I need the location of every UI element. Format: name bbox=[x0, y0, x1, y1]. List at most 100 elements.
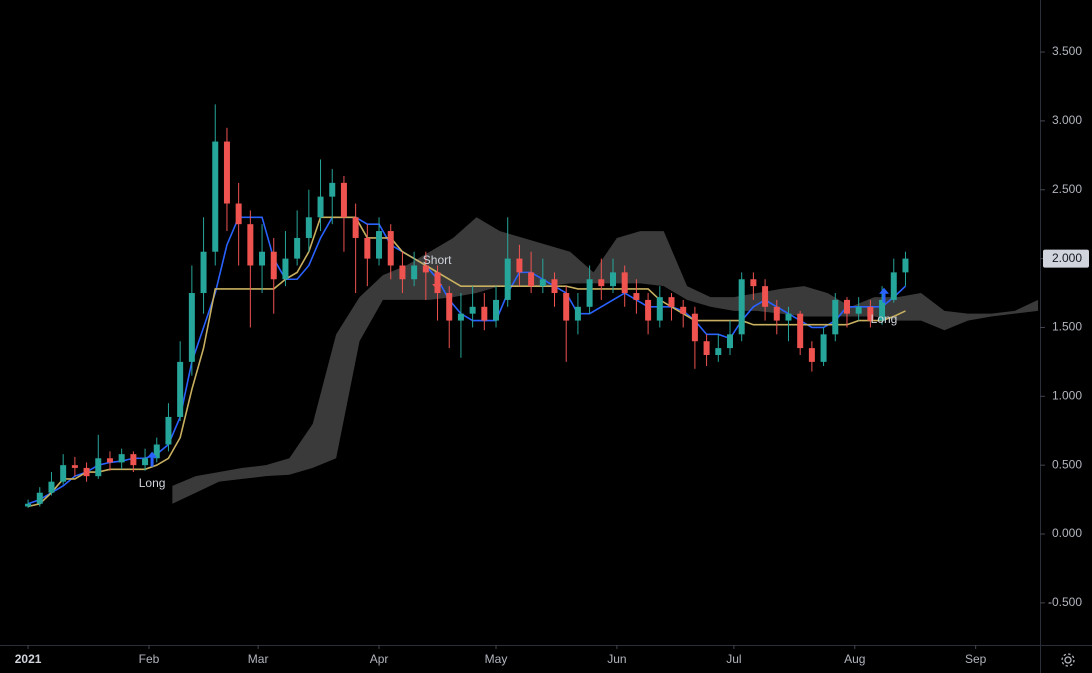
settings-icon-center bbox=[1064, 656, 1072, 664]
candle-body bbox=[235, 203, 242, 225]
candle bbox=[890, 258, 897, 303]
candle-body bbox=[469, 306, 476, 314]
candle-body bbox=[633, 293, 640, 300]
indicator-line bbox=[27, 216, 906, 508]
candle-body bbox=[610, 272, 617, 287]
candle-body bbox=[83, 467, 90, 477]
candle bbox=[188, 265, 195, 376]
candle-body bbox=[762, 286, 769, 307]
candle bbox=[118, 448, 125, 470]
candle-body bbox=[95, 458, 102, 477]
settings-icon[interactable] bbox=[1061, 653, 1075, 667]
candle-body bbox=[294, 237, 301, 259]
candle bbox=[680, 299, 687, 328]
x-tick-label: Jun bbox=[607, 652, 626, 666]
candle-body bbox=[504, 258, 511, 300]
candle-body bbox=[60, 465, 67, 482]
cloud bbox=[172, 217, 1039, 504]
candle-body bbox=[574, 306, 581, 321]
signal-label: Long bbox=[139, 476, 166, 490]
candle bbox=[48, 472, 55, 496]
candle-body bbox=[305, 217, 312, 238]
candle-body bbox=[329, 182, 336, 197]
candle bbox=[574, 293, 581, 335]
candle-body bbox=[773, 306, 780, 321]
candle-body bbox=[691, 313, 698, 342]
candle-body bbox=[36, 492, 43, 504]
candle-body bbox=[890, 272, 897, 300]
x-tick-label: 2021 bbox=[15, 652, 42, 666]
candle bbox=[130, 451, 137, 473]
candle bbox=[446, 286, 453, 349]
candle-body bbox=[832, 299, 839, 335]
candle-body bbox=[621, 272, 628, 294]
candle bbox=[563, 286, 570, 362]
candle-body bbox=[282, 258, 289, 280]
candle bbox=[738, 272, 745, 342]
candle bbox=[247, 210, 254, 328]
candle bbox=[586, 265, 593, 314]
candle-body bbox=[259, 251, 266, 266]
candle-body bbox=[715, 348, 722, 355]
candle-body bbox=[586, 279, 593, 307]
candle bbox=[808, 341, 815, 372]
signal-label: Long bbox=[871, 312, 898, 326]
candle-body bbox=[317, 196, 324, 218]
candle-body bbox=[352, 217, 359, 238]
candle bbox=[305, 189, 312, 252]
candle-body bbox=[867, 306, 874, 321]
y-tick-label: 3.000 bbox=[1052, 113, 1082, 127]
candle-body bbox=[364, 237, 371, 259]
candle bbox=[223, 127, 230, 232]
candle-body bbox=[726, 334, 733, 349]
candle-body bbox=[598, 279, 605, 287]
candle bbox=[797, 310, 804, 355]
candle-body bbox=[668, 297, 675, 307]
candle-body bbox=[656, 297, 663, 321]
y-tick-label: 1.000 bbox=[1052, 388, 1082, 402]
candle bbox=[457, 293, 464, 358]
candle-body bbox=[457, 313, 464, 321]
candle-body bbox=[481, 306, 488, 321]
candle bbox=[25, 499, 32, 508]
candle-body bbox=[25, 503, 32, 507]
candle bbox=[95, 434, 102, 479]
candle bbox=[633, 279, 640, 314]
candle-body bbox=[165, 416, 172, 445]
candle-body bbox=[551, 279, 558, 294]
candle-body bbox=[808, 348, 815, 362]
candle bbox=[36, 487, 43, 507]
candle bbox=[493, 286, 500, 328]
candle-body bbox=[247, 224, 254, 266]
candle-body bbox=[539, 279, 546, 287]
candle bbox=[352, 203, 359, 294]
candle bbox=[703, 334, 710, 367]
y-tick-label: 0.500 bbox=[1052, 457, 1082, 471]
candle-body bbox=[902, 258, 909, 273]
candle bbox=[610, 258, 617, 294]
x-tick-label: Feb bbox=[139, 652, 160, 666]
candle-body bbox=[422, 265, 429, 273]
candle-body bbox=[177, 361, 184, 417]
y-tick-label: 1.500 bbox=[1052, 320, 1082, 334]
candle bbox=[855, 297, 862, 321]
x-tick-label: Jul bbox=[726, 652, 741, 666]
last-price-label: 2.000 bbox=[1052, 251, 1082, 265]
candle bbox=[235, 182, 242, 266]
candle bbox=[645, 293, 652, 335]
candle bbox=[902, 251, 909, 287]
candle bbox=[516, 244, 523, 287]
candle-body bbox=[563, 293, 570, 321]
candle-body bbox=[399, 265, 406, 280]
candle bbox=[843, 297, 850, 328]
candle-body bbox=[785, 313, 792, 321]
candle-body bbox=[130, 454, 137, 466]
x-tick-label: Mar bbox=[248, 652, 269, 666]
candle bbox=[340, 175, 347, 252]
candle-body bbox=[680, 306, 687, 314]
candle bbox=[656, 286, 663, 328]
indicator-line bbox=[27, 216, 907, 505]
signal-arrow bbox=[147, 451, 158, 467]
candle bbox=[177, 341, 184, 422]
signal-arrow bbox=[432, 275, 443, 291]
